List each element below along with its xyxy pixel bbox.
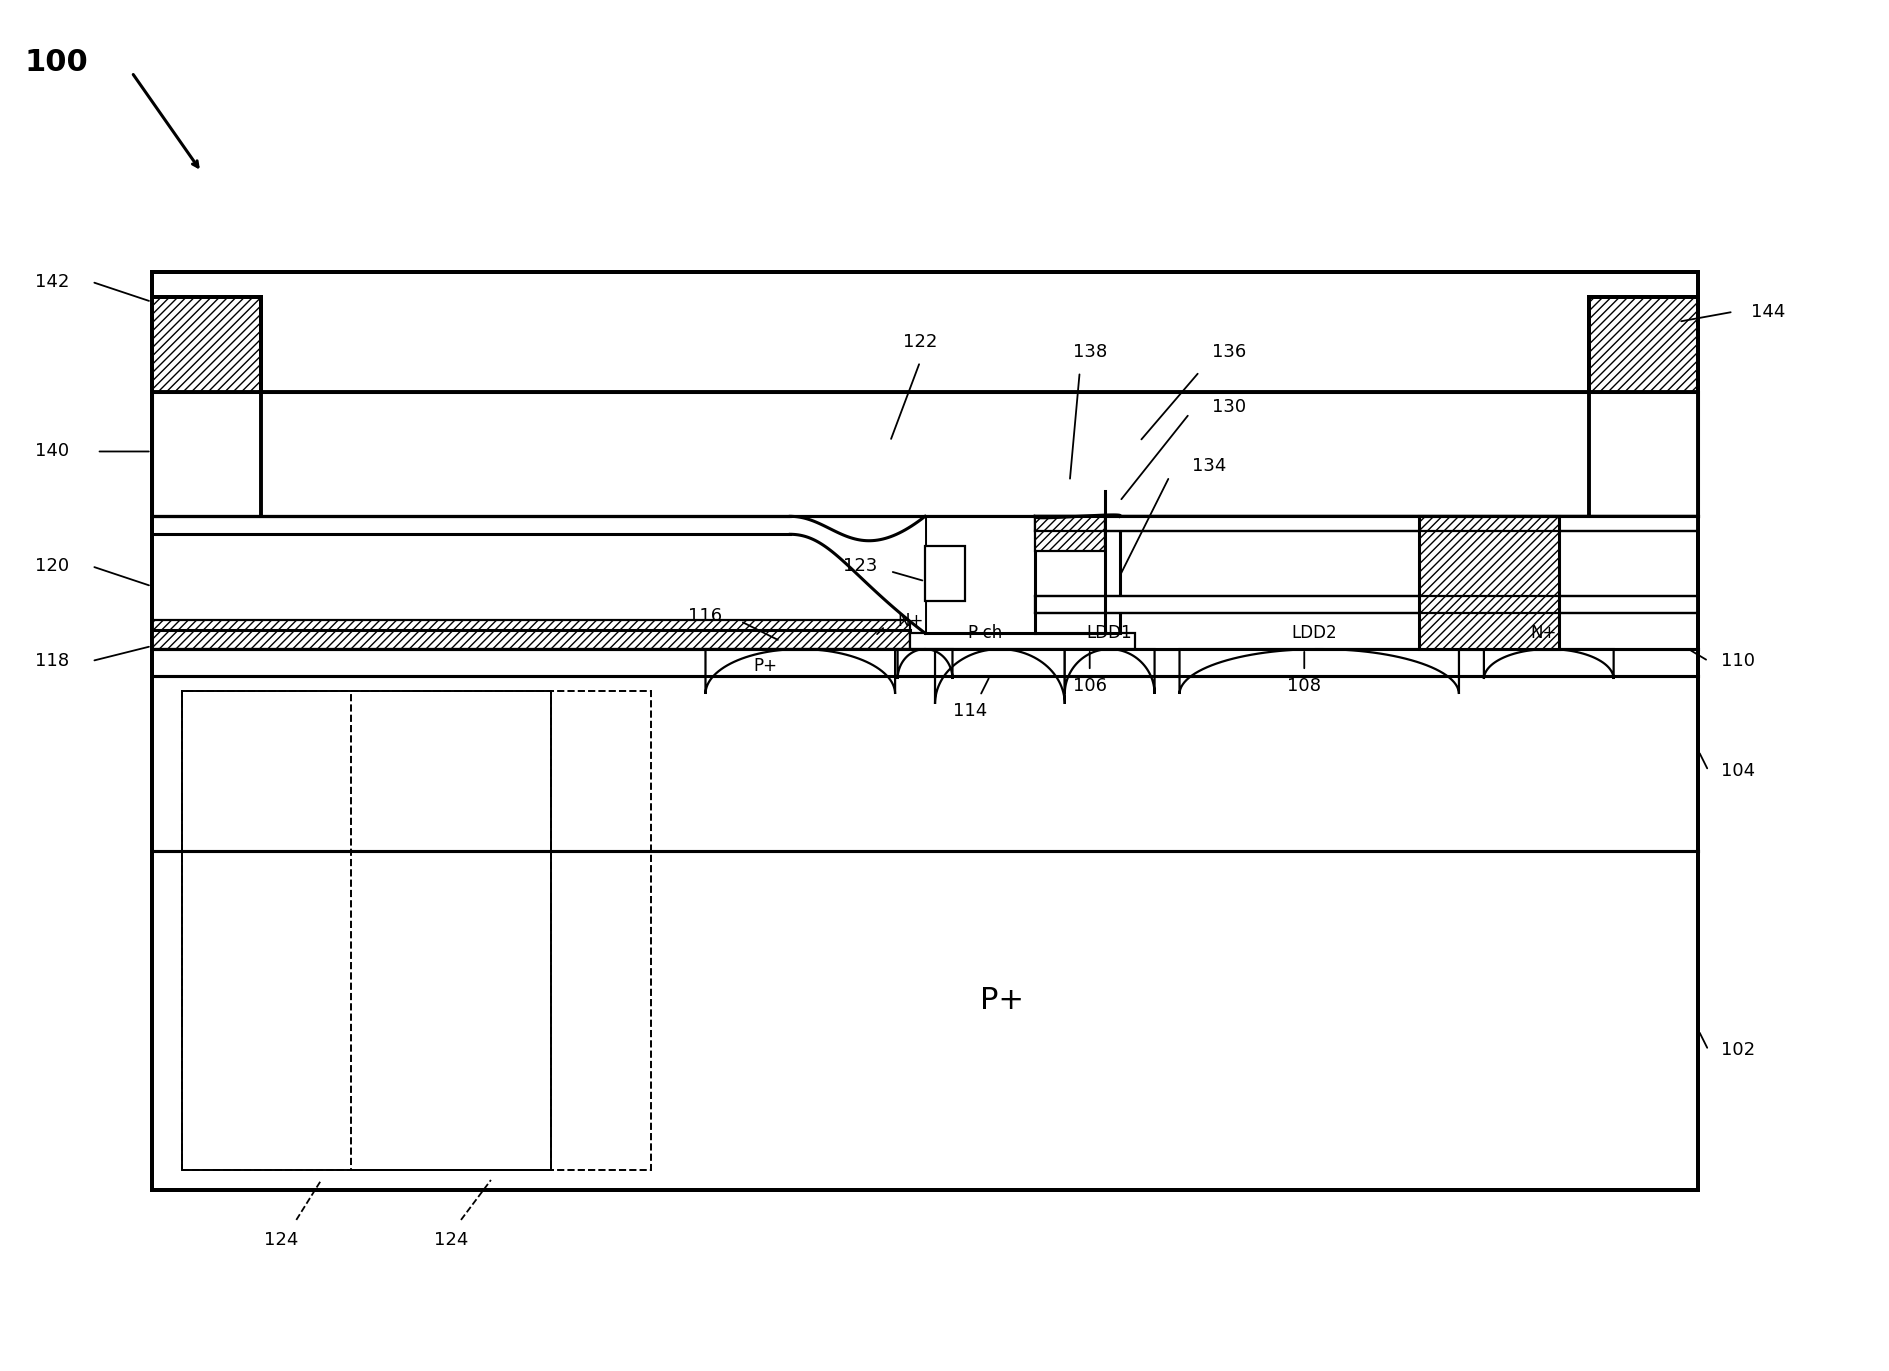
Polygon shape [1485, 648, 1613, 679]
Text: 136: 136 [1213, 343, 1247, 361]
Polygon shape [1065, 648, 1154, 694]
Polygon shape [790, 517, 926, 633]
Bar [181, 691, 552, 1169]
Bar [351, 691, 650, 1169]
Bar [151, 271, 1698, 1190]
Text: 122: 122 [903, 333, 937, 351]
Text: 114: 114 [952, 702, 988, 720]
Text: 116: 116 [688, 607, 723, 625]
Bar [181, 691, 552, 1169]
Text: 108: 108 [1286, 677, 1320, 695]
Text: 110: 110 [1721, 653, 1755, 670]
Bar [1419, 517, 1558, 648]
Text: N+: N+ [1530, 624, 1557, 642]
Bar [1589, 296, 1698, 392]
Bar [151, 296, 261, 392]
Bar [151, 620, 910, 648]
Text: P+: P+ [754, 657, 778, 675]
Text: 120: 120 [34, 557, 68, 576]
Polygon shape [935, 648, 1065, 703]
Bar [1035, 517, 1698, 532]
Text: 106: 106 [1073, 677, 1107, 695]
Text: 142: 142 [34, 273, 70, 291]
Text: 140: 140 [34, 443, 68, 461]
Bar [151, 392, 1698, 517]
Polygon shape [897, 648, 952, 679]
Text: 134: 134 [1192, 458, 1226, 476]
Bar [926, 517, 1120, 633]
Text: 138: 138 [1073, 343, 1107, 361]
Text: P+: P+ [980, 986, 1024, 1015]
Text: P-ch: P-ch [967, 624, 1003, 642]
Text: 124: 124 [264, 1231, 298, 1249]
Bar [151, 271, 1698, 1190]
Polygon shape [705, 648, 895, 694]
Polygon shape [1179, 648, 1458, 694]
Bar [910, 633, 1135, 648]
Bar [926, 546, 965, 600]
Text: 102: 102 [1721, 1041, 1755, 1060]
Text: LDD2: LDD2 [1292, 624, 1337, 642]
Text: 123: 123 [842, 557, 876, 576]
Bar [1035, 596, 1698, 613]
Text: 104: 104 [1721, 762, 1755, 780]
Text: LDD1: LDD1 [1086, 624, 1133, 642]
Text: 118: 118 [34, 653, 68, 670]
Text: 144: 144 [1751, 303, 1785, 321]
Text: 130: 130 [1213, 398, 1247, 415]
Text: 124: 124 [434, 1231, 468, 1249]
Bar [1035, 517, 1105, 551]
Text: 100: 100 [25, 48, 89, 77]
Text: N+: N+ [897, 611, 924, 631]
